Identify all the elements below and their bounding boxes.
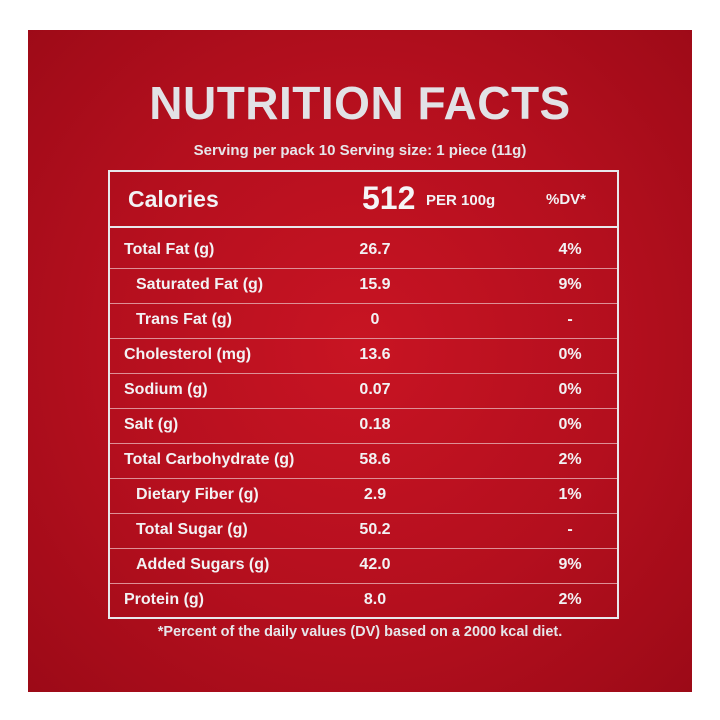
nutrient-name: Saturated Fat (g) [136, 276, 264, 293]
calories-label: Calories [128, 186, 219, 212]
calories-unit: PER 100g [426, 192, 496, 209]
nutrition-table: Calories 512 PER 100g %DV* Total Fat (g)… [108, 170, 619, 619]
nutrient-amount: 15.9 [359, 276, 391, 293]
nutrient-amount: 50.2 [359, 521, 391, 538]
nutrient-dv: 9% [558, 556, 582, 573]
dv-header: %DV* [546, 191, 587, 208]
serving-info: Serving per pack 10 Serving size: 1 piec… [193, 142, 527, 159]
table-row: Sodium (g) 0.07 0% [110, 374, 617, 409]
nutrient-name: Sodium (g) [124, 381, 208, 398]
calories-row: Calories 512 PER 100g %DV* [110, 172, 617, 228]
nutrient-dv: - [567, 521, 573, 538]
nutrient-amount: 2.9 [363, 486, 387, 503]
nutrient-amount: 0.07 [359, 381, 391, 398]
nutrient-amount: 8.0 [363, 591, 387, 608]
nutrient-dv: 1% [558, 486, 582, 503]
nutrient-amount: 0 [370, 311, 380, 328]
nutrient-name: Total Carbohydrate (g) [124, 451, 295, 468]
nutrient-name: Dietary Fiber (g) [136, 486, 259, 503]
nutrient-rows: Total Fat (g) 26.7 4% Saturated Fat (g) … [110, 234, 617, 619]
table-row: Total Carbohydrate (g) 58.6 2% [110, 444, 617, 479]
page-title: NUTRITION FACTS [149, 77, 571, 129]
nutrient-name: Added Sugars (g) [136, 556, 270, 573]
nutrient-dv: 0% [558, 381, 582, 398]
table-row: Total Sugar (g) 50.2 - [110, 514, 617, 549]
calories-value: 512 [362, 180, 416, 216]
nutrient-amount: 26.7 [359, 241, 391, 258]
table-row: Salt (g) 0.18 0% [110, 409, 617, 444]
nutrient-dv: 0% [558, 416, 582, 433]
nutrient-name: Protein (g) [124, 591, 204, 608]
nutrient-amount: 58.6 [359, 451, 391, 468]
nutrient-name: Total Fat (g) [124, 241, 215, 258]
nutrient-name: Cholesterol (mg) [124, 346, 252, 363]
footnote: *Percent of the daily values (DV) based … [157, 624, 563, 640]
nutrient-name: Salt (g) [124, 416, 179, 433]
nutrient-amount: 13.6 [359, 346, 391, 363]
table-row: Total Fat (g) 26.7 4% [110, 234, 617, 269]
label-panel [28, 30, 692, 692]
nutrient-dv: 4% [558, 241, 582, 258]
nutrient-dv: - [567, 311, 573, 328]
table-row: Dietary Fiber (g) 2.9 1% [110, 479, 617, 514]
nutrient-name: Total Sugar (g) [136, 521, 248, 538]
nutrient-dv: 2% [558, 451, 582, 468]
table-row: Cholesterol (mg) 13.6 0% [110, 339, 617, 374]
table-row: Added Sugars (g) 42.0 9% [110, 549, 617, 584]
nutrient-dv: 9% [558, 276, 582, 293]
nutrient-dv: 2% [558, 591, 582, 608]
nutrient-amount: 0.18 [359, 416, 391, 433]
nutrient-name: Trans Fat (g) [136, 311, 233, 328]
table-row: Protein (g) 8.0 2% [110, 584, 617, 619]
table-row: Saturated Fat (g) 15.9 9% [110, 269, 617, 304]
table-row: Trans Fat (g) 0 - [110, 304, 617, 339]
nutrient-dv: 0% [558, 346, 582, 363]
nutrient-amount: 42.0 [359, 556, 391, 573]
